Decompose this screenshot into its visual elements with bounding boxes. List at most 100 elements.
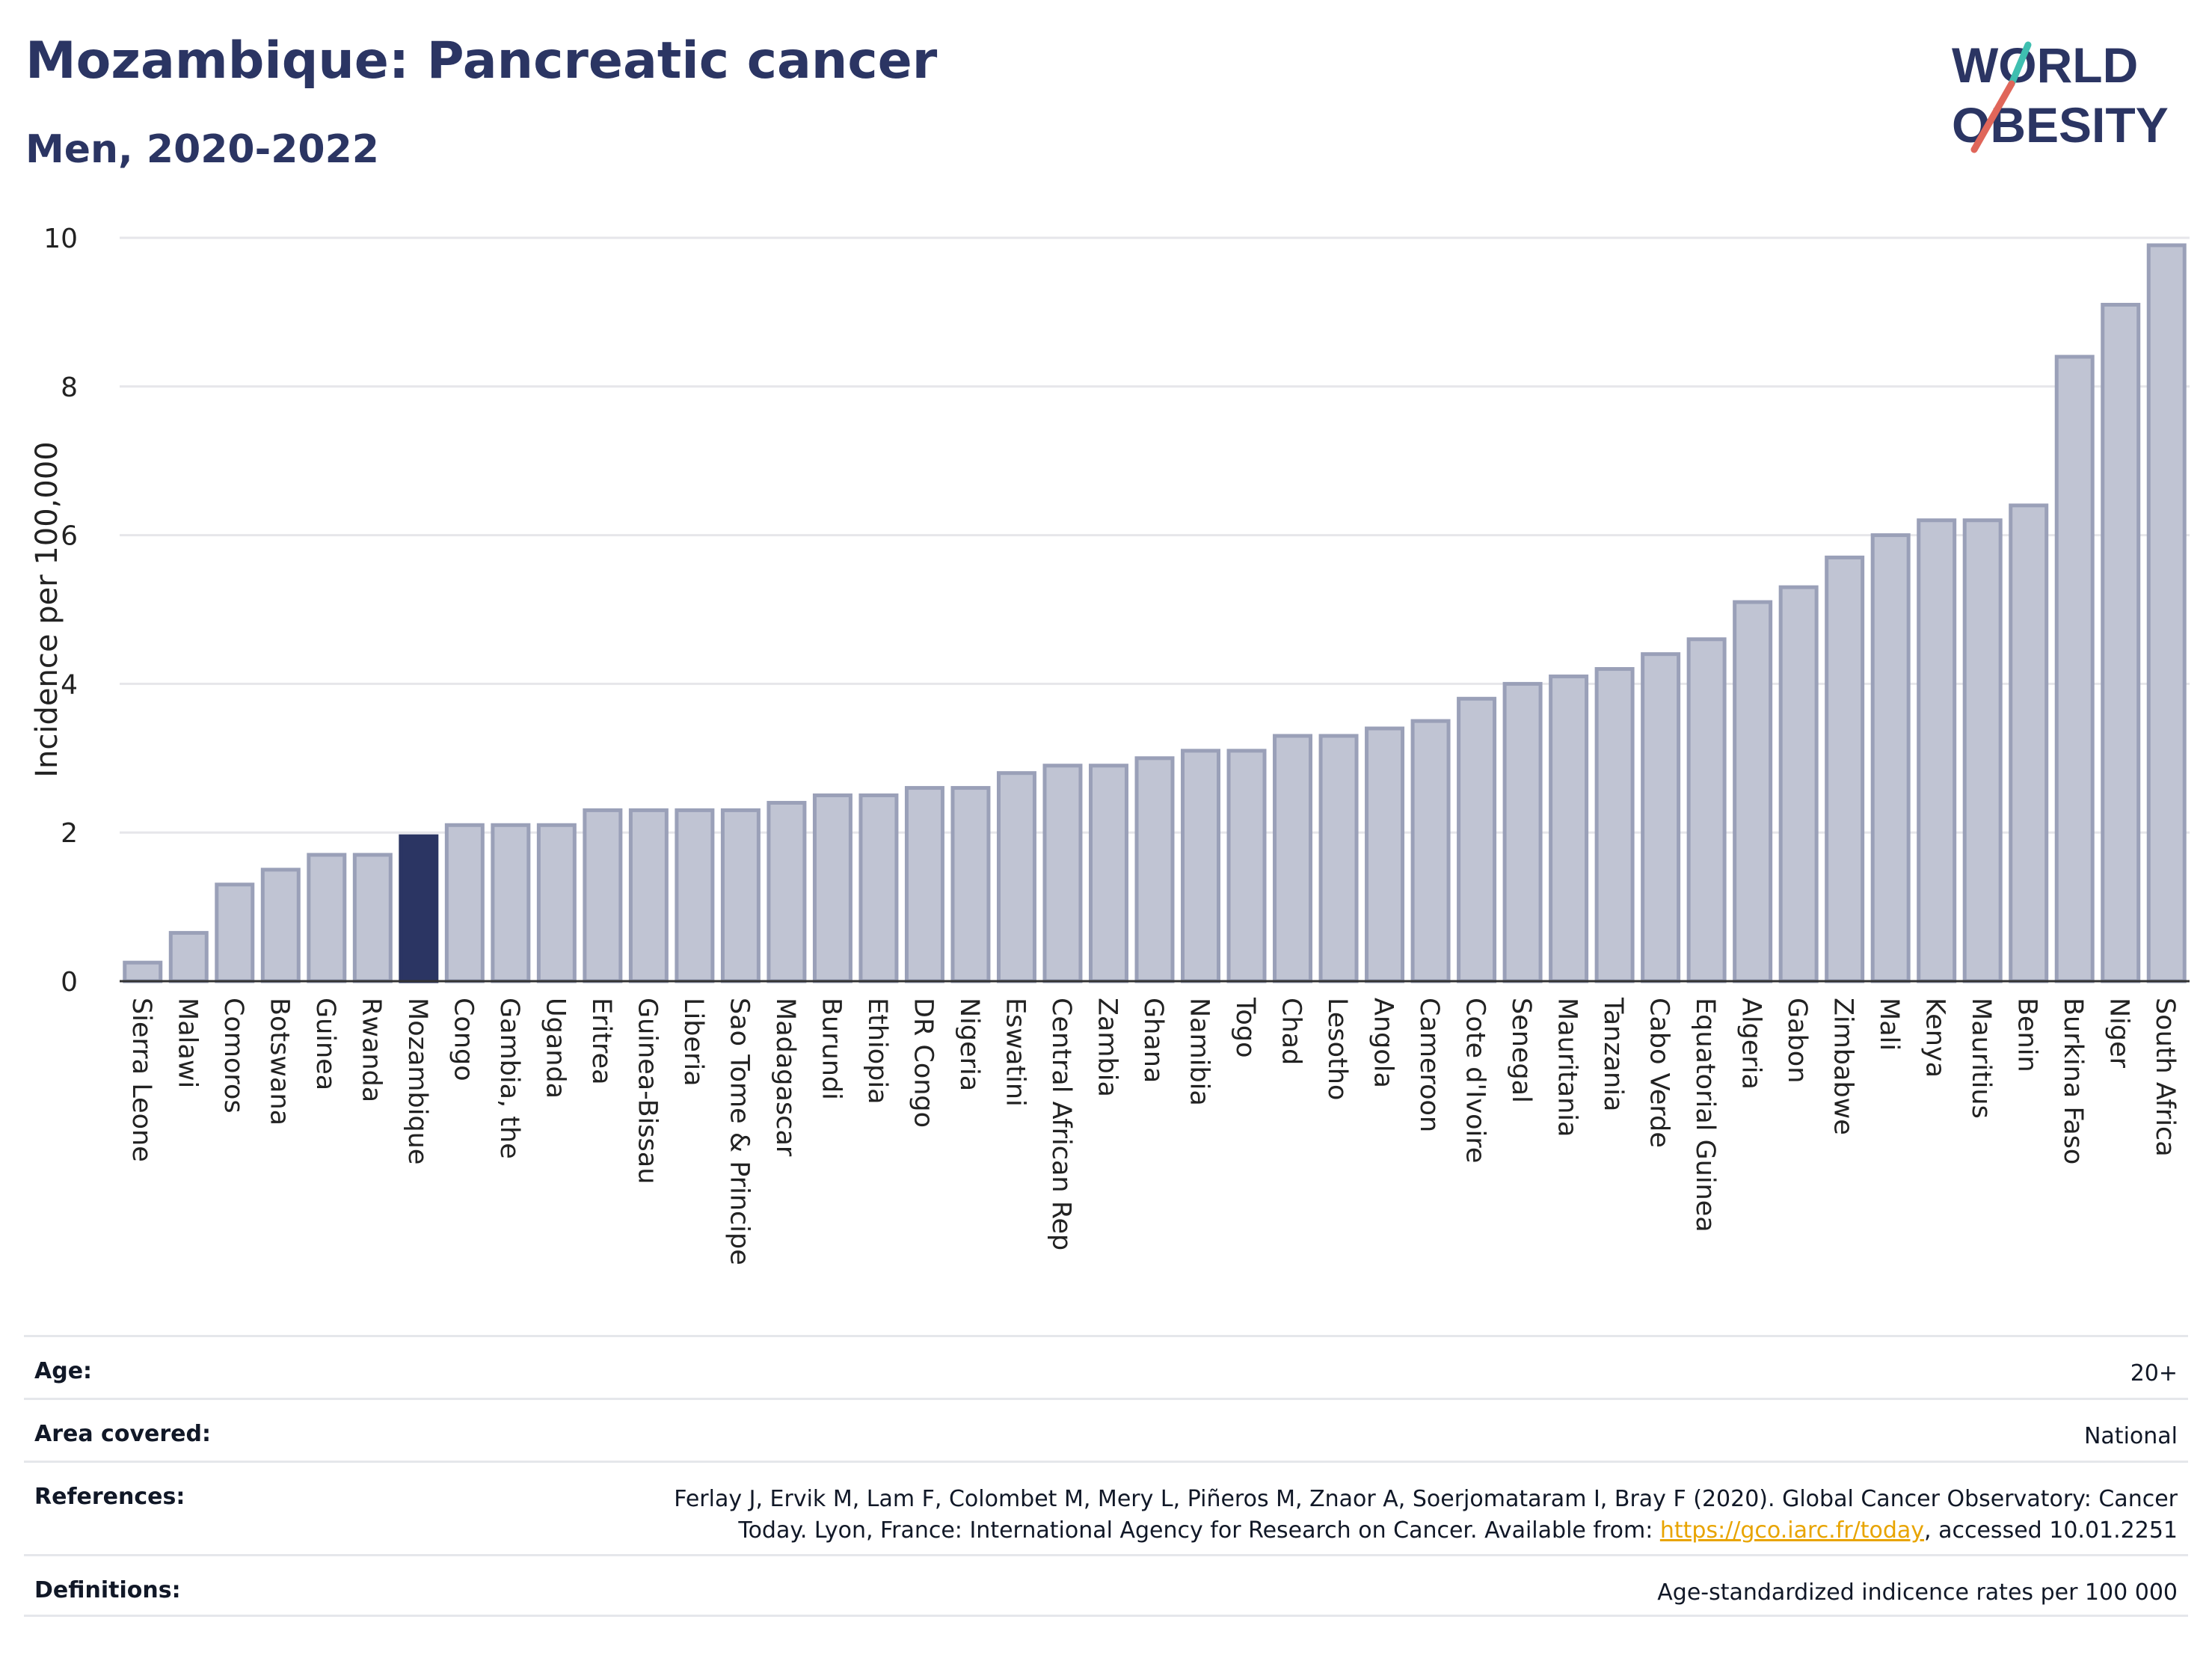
bar xyxy=(536,823,577,983)
x-tick-label: Nigeria xyxy=(954,998,984,1091)
x-tick-label: Niger xyxy=(2104,998,2134,1069)
x-tick-label: Congo xyxy=(448,998,478,1081)
bar xyxy=(2009,503,2049,983)
bar xyxy=(260,868,301,983)
x-tick-label: Tanzania xyxy=(1598,997,1628,1111)
meta-row-area: Area covered: National xyxy=(24,1398,2188,1461)
references-link[interactable]: https://gco.iarc.fr/today xyxy=(1659,1517,1925,1544)
x-tick-label: Chad xyxy=(1276,998,1306,1065)
x-tick-label: Guinea xyxy=(310,998,340,1090)
bar xyxy=(1181,749,1221,983)
y-axis-label: Incidence per 100,000 xyxy=(30,441,64,778)
meta-row-references: References: Ferlay J, Ervik M, Lam F, Co… xyxy=(24,1461,2188,1554)
page-subtitle: Men, 2020-2022 xyxy=(25,127,379,172)
y-tick-label: 4 xyxy=(61,669,78,700)
x-tick-label: Togo xyxy=(1230,997,1260,1057)
x-tick-label: Senegal xyxy=(1506,998,1536,1103)
metadata-table: Age: 20+ Area covered: National Referenc… xyxy=(24,1335,2188,1617)
references-value: Ferlay J, Ervik M, Lam F, Colombet M, Me… xyxy=(674,1484,2178,1547)
x-tick-label: Uganda xyxy=(540,998,570,1099)
x-tick-label: Sao Tome & Principe xyxy=(724,998,754,1265)
bar xyxy=(1594,667,1635,983)
x-tick-label: Cameroon xyxy=(1414,998,1444,1132)
bar xyxy=(352,853,393,983)
x-tick-label: Zambia xyxy=(1092,998,1122,1097)
x-tick-label: Mali xyxy=(1874,998,1904,1051)
x-tick-label: Eswatini xyxy=(1000,998,1030,1107)
logo-accent-teal xyxy=(2008,41,2032,87)
bar xyxy=(812,793,852,983)
bar xyxy=(168,930,209,983)
x-tick-label: Equatorial Guinea xyxy=(1690,998,1720,1232)
definitions-label: Definitions: xyxy=(34,1577,181,1603)
bar xyxy=(2146,243,2187,983)
x-tick-label: Malawi xyxy=(172,998,202,1088)
x-tick-label: Burundi xyxy=(816,998,846,1100)
bar xyxy=(491,823,531,983)
y-tick-label: 6 xyxy=(61,521,78,552)
bar xyxy=(1825,555,1865,983)
bar xyxy=(1778,585,1819,983)
bar xyxy=(675,808,715,983)
x-tick-label: Rwanda xyxy=(356,998,386,1102)
references-line-2-pre: Today. Lyon, France: International Agenc… xyxy=(738,1517,1660,1544)
x-tick-label: Sierra Leone xyxy=(126,998,156,1162)
bar xyxy=(1365,726,1405,983)
bar xyxy=(1733,600,1773,983)
x-tick-label: Madagascar xyxy=(770,998,800,1157)
x-tick-label: Lesotho xyxy=(1322,998,1352,1100)
bar xyxy=(904,786,944,983)
bar xyxy=(1686,637,1727,983)
bar xyxy=(1042,764,1083,983)
bar xyxy=(858,793,899,983)
bar xyxy=(628,808,669,983)
x-tick-label: Zimbabwe xyxy=(1828,998,1858,1135)
x-tick-label: Burkina Faso xyxy=(2058,998,2088,1164)
y-tick-label: 8 xyxy=(61,372,78,403)
x-tick-label: Angola xyxy=(1368,998,1398,1088)
x-tick-label: Ghana xyxy=(1138,998,1168,1083)
bar-chart: 0 2 4 6 8 10 Incidence per 100,000 Sierra Leone… xyxy=(30,224,2190,1265)
bar xyxy=(1318,734,1359,983)
x-tick-label: Cabo Verde xyxy=(1644,998,1674,1148)
bar xyxy=(1134,756,1175,983)
references-line-1: Ferlay J, Ervik M, Lam F, Colombet M, Me… xyxy=(674,1486,2178,1512)
bar xyxy=(1549,674,1589,983)
x-tick-label: Mauritania xyxy=(1552,998,1582,1137)
meta-row-age: Age: 20+ xyxy=(24,1335,2188,1398)
x-tick-label: Mozambique xyxy=(402,998,432,1164)
x-tick-label: Kenya xyxy=(1920,998,1950,1078)
x-tick-label: Comoros xyxy=(218,998,248,1114)
x-tick-label: Botswana xyxy=(264,998,294,1126)
bar xyxy=(2054,354,2095,983)
bar xyxy=(1273,734,1313,983)
x-tick-label: DR Congo xyxy=(908,998,938,1128)
x-tick-label: Benin xyxy=(2012,998,2042,1072)
x-tick-label: Guinea-Bissau xyxy=(632,998,662,1184)
x-tick-label: South Africa xyxy=(2150,998,2180,1157)
bar xyxy=(444,823,485,983)
logo-text-world: WORLD xyxy=(1952,37,2138,93)
bar xyxy=(1088,764,1128,983)
x-tick-label: Liberia xyxy=(678,998,708,1087)
x-tick-label: Namibia xyxy=(1185,998,1214,1106)
x-tick-label: Gambia, the xyxy=(494,998,524,1159)
y-tick-label: 0 xyxy=(61,967,78,998)
x-tick-label: Gabon xyxy=(1782,998,1812,1083)
y-tick-label: 10 xyxy=(43,224,78,254)
bar xyxy=(1641,652,1681,983)
bar xyxy=(1962,518,2003,983)
world-obesity-logo: WORLD OBESITY xyxy=(1952,37,2169,153)
x-tick-label: Cote d'Ivoire xyxy=(1460,998,1490,1163)
meta-row-definitions: Definitions: Age-standardized indicence … xyxy=(24,1554,2188,1617)
bar xyxy=(307,853,347,983)
logo-accent-coral xyxy=(1970,80,2015,153)
bar xyxy=(1502,681,1543,983)
age-label: Age: xyxy=(34,1358,93,1384)
page-title: Mozambique: Pancreatic cancer xyxy=(25,31,938,90)
references-line-2-post: , accessed 10.01.2251 xyxy=(1924,1517,2178,1544)
bar xyxy=(583,808,623,983)
bar xyxy=(720,808,761,983)
y-tick-label: 2 xyxy=(61,818,78,849)
area-value: National xyxy=(2083,1423,2178,1449)
